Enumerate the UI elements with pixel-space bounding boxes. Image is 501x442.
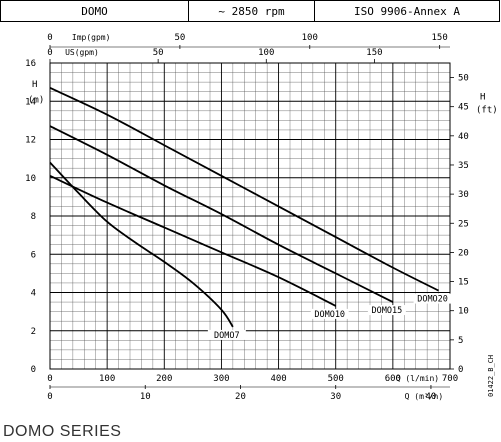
ft-tick-label: 35	[458, 161, 469, 171]
ft-axis-label-unit: (ft)	[476, 106, 498, 116]
x-axis-label: Q (l/min)	[396, 374, 439, 383]
curve-domo10	[49, 175, 337, 307]
us-axis-label: US(gpm)	[65, 48, 99, 57]
ft-tick-label: 10	[458, 307, 469, 317]
x-tick-label: 500	[328, 374, 344, 384]
x-tick-label: 400	[270, 374, 286, 384]
curve-domo20	[49, 87, 439, 292]
ft-axis-label-h: H	[480, 92, 485, 102]
us-tick-label: 50	[153, 48, 164, 58]
x-tick-label: 200	[156, 374, 172, 384]
drawing-code: 01422_B_CH	[487, 355, 495, 397]
curve-label-bg	[367, 305, 406, 316]
y-tick-label: 2	[31, 327, 36, 337]
y-tick-label: 6	[31, 250, 36, 260]
curve-label-bg	[207, 329, 246, 340]
us-tick-label: 100	[258, 48, 274, 58]
curve-labels-group: DOMO7 DOMO10 DOMO15 DOMO20	[207, 293, 452, 341]
imp-tick-label: 0	[47, 33, 52, 43]
y-axis-label-unit: (m)	[28, 95, 44, 105]
ft-tick-label: 45	[458, 103, 469, 113]
curve-label-domo20: DOMO20	[417, 295, 448, 305]
ft-tick-label: 5	[458, 336, 463, 346]
x-tick-label: 600	[385, 374, 401, 384]
y-tick-label: 4	[31, 289, 36, 299]
x-tick-label: 300	[213, 374, 229, 384]
curve-label-bg	[413, 293, 452, 304]
ft-tick-label: 0	[458, 365, 463, 375]
y-tick-label: 8	[31, 212, 36, 222]
m3h-tick-label: 10	[140, 392, 151, 402]
m3h-tick-label: 0	[47, 392, 52, 402]
series-title: DOMO SERIES	[3, 423, 122, 440]
curve-domo15	[49, 125, 394, 303]
curve-label-domo15: DOMO15	[371, 306, 402, 316]
y-tick-label: 0	[31, 365, 36, 375]
m3h-tick-label: 30	[330, 392, 341, 402]
imp-tick-label: 150	[432, 33, 448, 43]
x-tick-label: 0	[47, 374, 52, 384]
m3h-tick-label: 20	[235, 392, 246, 402]
ft-tick-label: 20	[458, 248, 469, 258]
y-tick-label: 16	[25, 59, 36, 69]
curve-domo7	[49, 161, 234, 328]
header-model: DOMO	[1, 1, 189, 21]
header-standard: ISO 9906-Annex A	[354, 4, 460, 18]
imp-tick-label: 50	[174, 33, 185, 43]
curve-label-bg	[310, 308, 349, 319]
curve-label-domo10: DOMO10	[314, 310, 345, 320]
curves-group	[49, 87, 439, 328]
us-tick-label: 0	[47, 48, 52, 58]
x-tick-label: 100	[99, 374, 115, 384]
ft-tick-label: 25	[458, 219, 469, 229]
x-tick-label: 700	[442, 374, 458, 384]
ft-tick-label: 40	[458, 132, 469, 142]
m3h-tick-label: 40	[426, 392, 437, 402]
y-tick-label: 14	[25, 97, 36, 107]
major-grid	[49, 62, 451, 370]
ft-tick-label: 50	[458, 74, 469, 84]
y-axis-label-h: H	[32, 80, 37, 90]
header-speed: ~ 2850 rpm	[189, 1, 315, 21]
ft-tick-label: 30	[458, 190, 469, 200]
y-tick-label: 10	[25, 174, 36, 184]
ft-tick-label: 15	[458, 278, 469, 288]
imp-axis-label: Imp(gpm)	[72, 33, 111, 42]
plot-frame	[49, 62, 451, 370]
curve-label-domo7: DOMO7	[214, 331, 240, 341]
imp-tick-label: 100	[302, 33, 318, 43]
header-table: DOMO ~ 2850 rpm ISO 9906-Annex A	[0, 0, 500, 22]
y-tick-label: 12	[25, 136, 36, 146]
m3h-axis-label: Q (m³/h)	[405, 392, 444, 401]
us-tick-label: 150	[366, 48, 382, 58]
